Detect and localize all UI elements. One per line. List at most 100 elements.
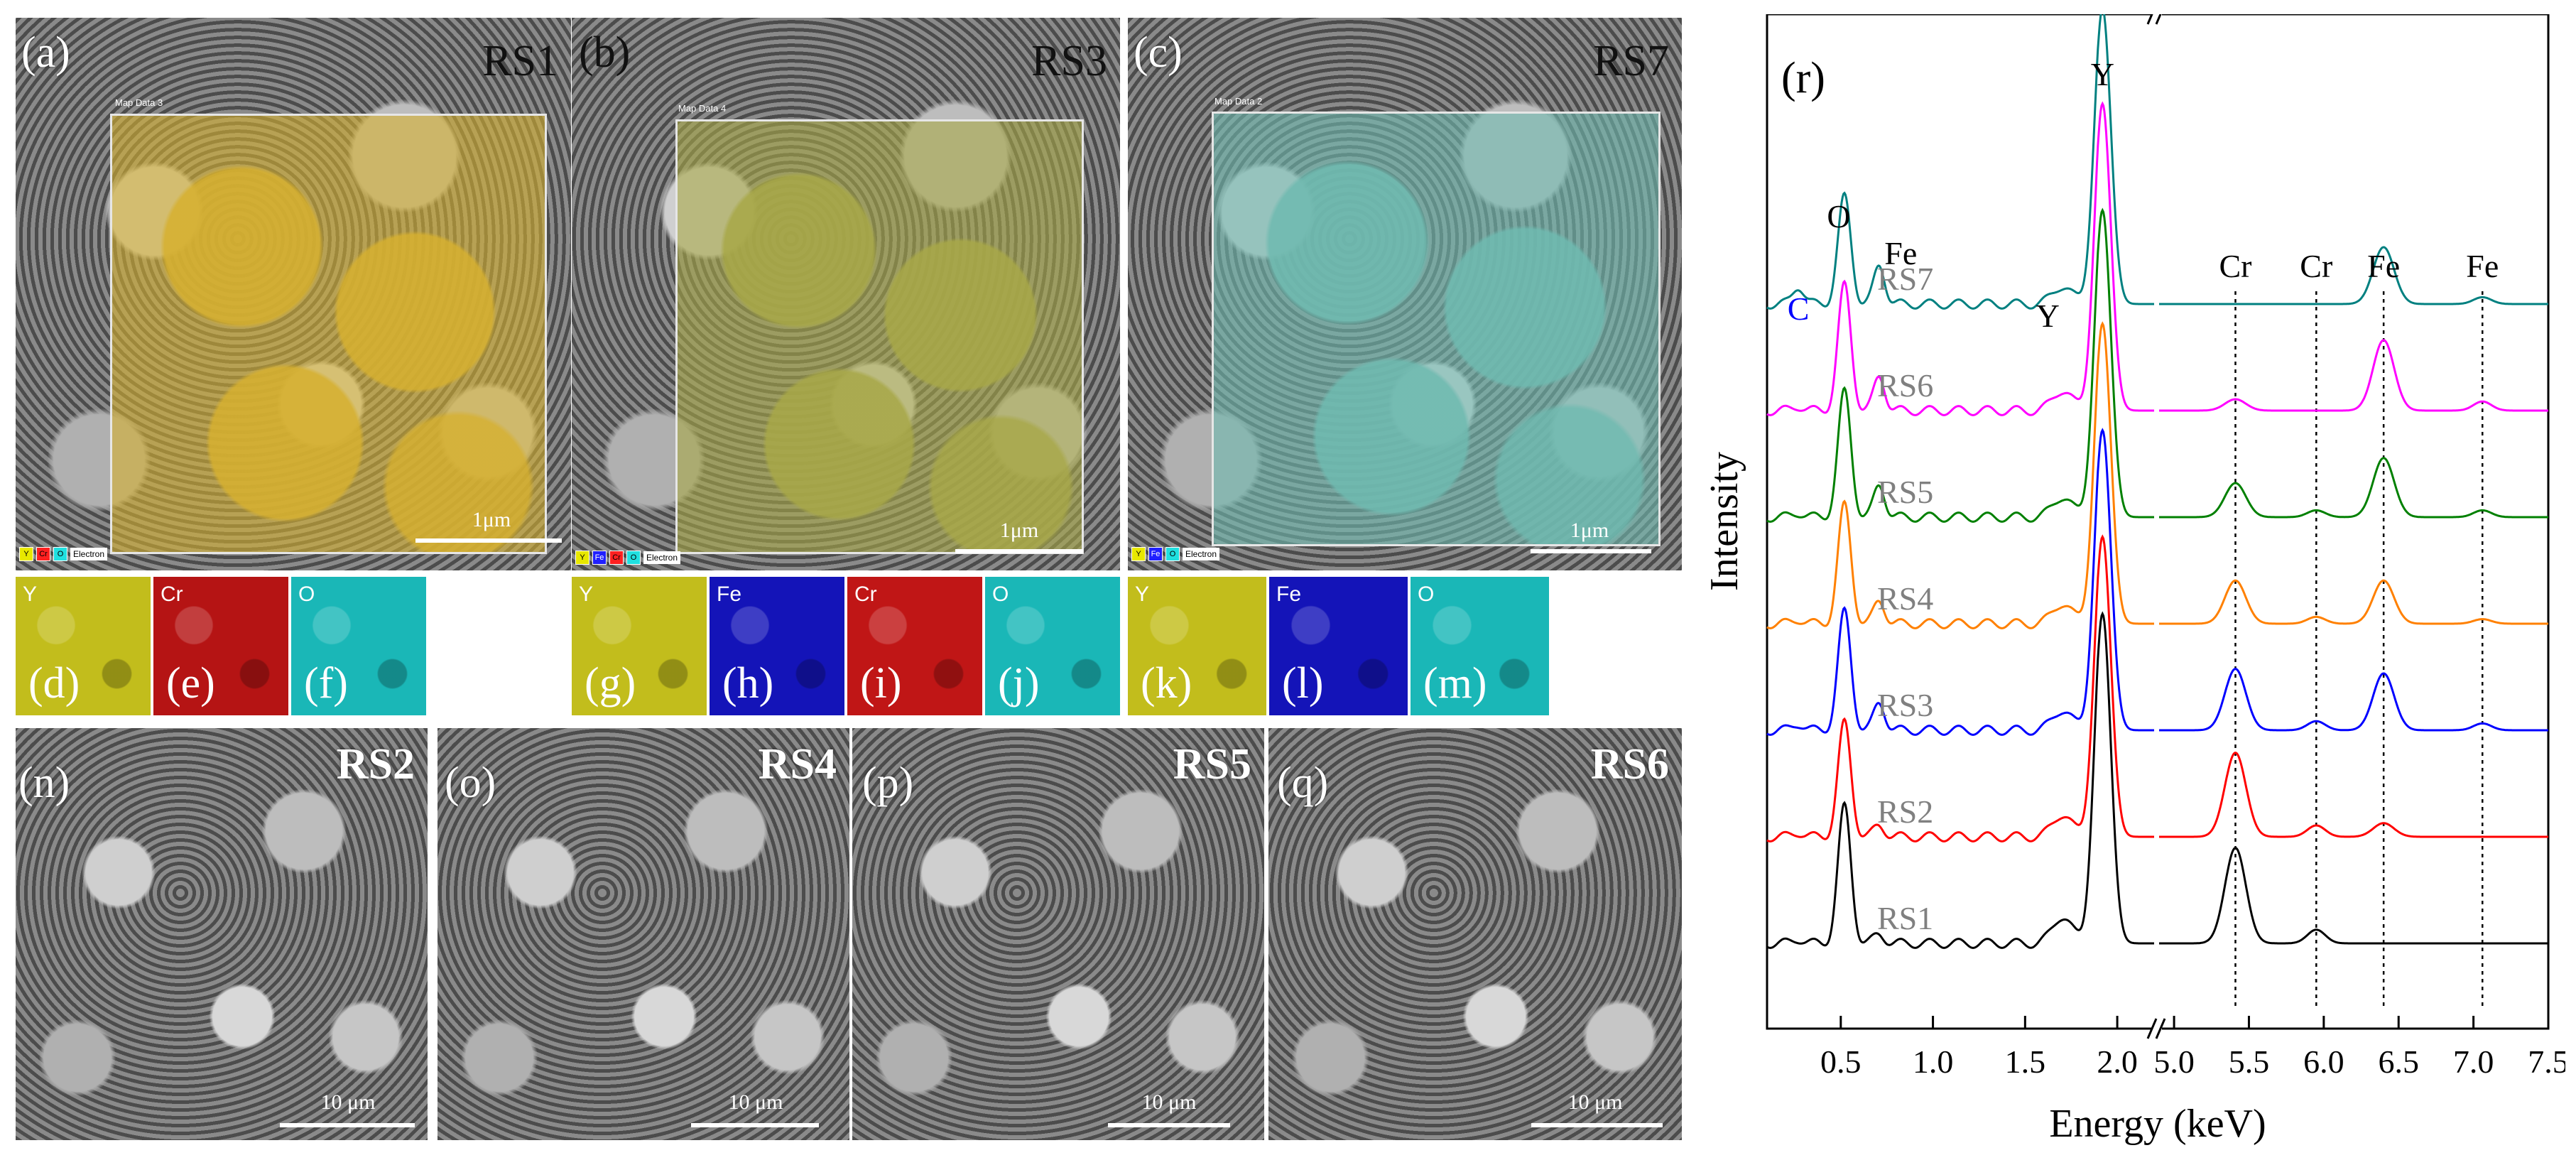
legend-swatch-b-cr: Cr [609,551,624,565]
axis-break-mark-1-0 [2146,1018,2158,1039]
series-label-rs1: RS1 [1877,900,1933,936]
sample-name-c: RS7 [1593,37,1669,85]
series-label-rs7: RS7 [1877,261,1933,297]
series-label-rs2: RS2 [1877,793,1933,830]
x-tick-label-8: 7.0 [2453,1044,2494,1080]
element-map-d: Y (d) [16,577,151,715]
scale-text-n: 10 μm [320,1090,376,1114]
legend-text-a: Electron [70,548,108,560]
legend-c: Y Fe O Electron [1131,547,1220,561]
map-overlay-a [110,114,547,554]
peak-label-o-1: O [1827,198,1850,234]
legend-b: Y Fe Cr O Electron [575,551,681,565]
x-tick-label-0: 0.5 [1820,1044,1862,1080]
x-axis-label: Energy (keV) [2049,1102,2266,1146]
axis-break-mark-0-1 [2155,14,2162,25]
series-line-rs2-low [1766,534,2154,842]
x-tick-label-6: 6.0 [2303,1044,2344,1080]
peak-label-fe-8: Fe [2466,248,2499,284]
element-label-g: Y [579,582,594,606]
legend-a: Y Cr O Electron [19,547,108,561]
element-tag-l: (l) [1282,659,1324,708]
panel-tag-a: (a) [21,28,70,77]
scale-text-p: 10 μm [1141,1090,1197,1114]
element-label-l: Fe [1276,582,1302,606]
sem-panel-o: (o) RS4 10 μm [438,728,849,1140]
series-line-rs6-low [1766,101,2154,416]
element-map-h: Fe (h) [710,577,844,715]
peak-label-fe-7: Fe [2367,248,2400,284]
scale-bar-q [1531,1123,1663,1127]
series-line-rs3-low [1766,428,2154,736]
x-tick-label-2: 1.5 [2005,1044,2046,1080]
element-label-h: Fe [717,582,742,606]
scale-bar-a [415,538,562,543]
element-map-f: O (f) [291,577,426,715]
scale-bar-c [1531,549,1651,553]
legend-swatch-a-cr: Cr [36,547,50,561]
map-title-a: Map Data 3 [115,97,163,108]
element-tag-h: (h) [722,659,774,708]
panel-tag-b: (b) [579,28,631,77]
scale-text-a: 1μm [472,508,511,531]
eds-spectrum-chart: RS1 RS2 RS3 RS4 RS5 RS6 RS7 0.5 1.0 1.5 2.0 5.0 5.5… [1702,14,2565,1146]
element-label-f: O [298,582,315,606]
series-line-rs5-high [2159,457,2548,519]
axis-break-mark-1-1 [2155,1018,2166,1039]
series-line-rs1-low [1766,611,2154,949]
legend-swatch-c-fe: Fe [1148,547,1163,561]
element-tag-e: (e) [166,659,215,708]
legend-text-b: Electron [643,551,681,564]
peak-label-c-0: C [1788,291,1810,327]
panel-tag-n: (n) [18,759,70,807]
sem-map-panel-c: Map Data 2 (c) RS7 1μm Y Fe O Electron [1128,18,1682,570]
legend-swatch-b-y: Y [575,551,589,565]
panel-tag-o: (o) [445,759,496,807]
x-tick-label-9: 7.5 [2528,1044,2565,1080]
series-label-rs6: RS6 [1877,367,1933,403]
series-line-rs1-high [2159,847,2548,945]
panel-tag-r: (r) [1781,54,1825,102]
element-map-k: Y (k) [1128,577,1266,715]
series-label-rs3: RS3 [1877,687,1933,723]
legend-text-c: Electron [1183,548,1220,560]
series-line-rs4-low [1766,321,2154,629]
series-line-rs7-high [2159,246,2548,305]
element-tag-i: (i) [860,659,902,708]
sample-name-b: RS3 [1031,37,1107,85]
element-map-i: Cr (i) [847,577,982,715]
peak-label-fe-2: Fe [1884,235,1917,271]
panel-tag-c: (c) [1134,28,1183,77]
scale-bar-o [691,1123,819,1127]
sample-name-o: RS4 [758,740,837,789]
sample-name-q: RS6 [1590,740,1669,789]
scale-bar-n [280,1123,415,1127]
series-line-rs7-low [1766,14,2154,310]
map-overlay-c [1212,112,1661,546]
element-map-g: Y (g) [572,577,707,715]
element-label-e: Cr [161,582,183,606]
legend-swatch-c-y: Y [1131,547,1146,561]
peak-label-cr-6: Cr [2300,248,2332,284]
element-label-j: O [992,582,1009,606]
plot-frame [1766,14,2550,1030]
element-map-e: Cr (e) [153,577,288,715]
series-line-rs6-high [2159,339,2548,412]
legend-swatch-a-y: Y [19,547,33,561]
map-overlay-b [675,119,1084,554]
x-tick-label-5: 5.5 [2229,1044,2270,1080]
scale-text-q: 10 μm [1567,1090,1623,1114]
element-tag-j: (j) [998,659,1040,708]
axis-break-mark-0-0 [2146,14,2153,25]
peak-label-y-4: Y [2091,56,2114,92]
scale-text-b: 1μm [999,519,1039,542]
sem-map-panel-a: Map Data 3 (a) RS1 1μm Y Cr O Electron [16,18,571,570]
scale-text-c: 1μm [1570,519,1609,542]
legend-swatch-a-o: O [53,547,67,561]
map-title-b: Map Data 4 [678,103,727,114]
peak-label-cr-5: Cr [2219,248,2251,284]
scale-bar-b [955,549,1083,553]
panel-tag-q: (q) [1277,759,1329,807]
sem-panel-p: (p) RS5 10 μm [852,728,1264,1140]
element-label-i: Cr [854,582,877,606]
